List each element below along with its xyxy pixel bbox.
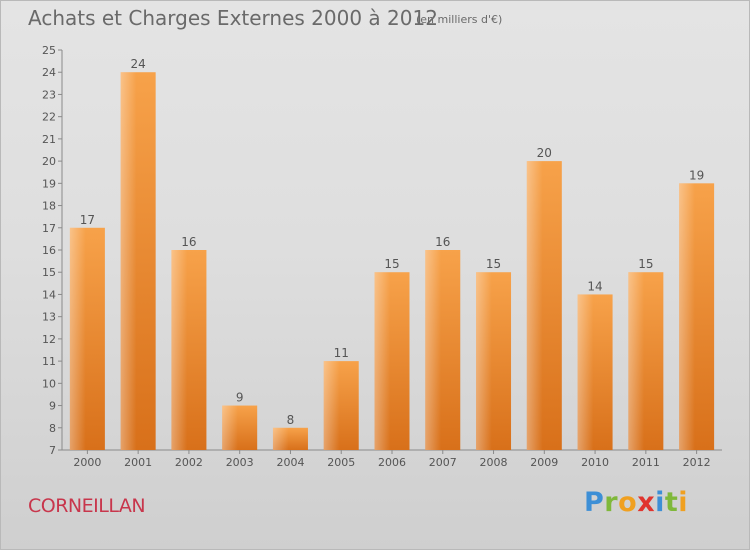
bar-value-label: 15 [486,257,501,271]
y-tick-label: 24 [42,66,56,79]
commune-name: CORNEILLAN [28,495,146,517]
x-tick-label: 2011 [632,456,660,469]
x-tick-label: 2012 [683,456,711,469]
x-tick-label: 2003 [226,456,254,469]
y-tick-label: 15 [42,266,56,279]
bar-highlight [577,294,594,450]
bar-value-label: 11 [334,346,349,360]
bar-value-label: 15 [638,257,653,271]
bar-value-label: 24 [131,57,146,71]
y-tick-label: 9 [49,400,56,413]
x-tick-label: 2006 [378,456,406,469]
chart-title: Achats et Charges Externes 2000 à 2012 [28,6,438,30]
y-tick-label: 11 [42,355,56,368]
bar-highlight [120,72,137,450]
y-tick-label: 8 [49,422,56,435]
bar-highlight [476,272,492,450]
x-tick-label: 2005 [327,456,355,469]
logo-letter: i [655,487,665,518]
y-tick-label: 16 [42,244,56,257]
y-tick-label: 22 [42,111,56,124]
x-tick-label: 2004 [276,456,304,469]
x-tick-label: 2001 [124,456,152,469]
y-tick-label: 21 [42,133,56,146]
bar-value-label: 16 [181,235,196,249]
y-tick-label: 18 [42,200,56,213]
logo-letter: x [637,487,656,518]
y-tick-label: 23 [42,88,56,101]
bar-highlight [272,427,289,450]
bar-value-label: 20 [537,146,552,160]
logo-letter: r [604,487,619,518]
logo-letter: i [678,487,689,518]
bar-highlight [222,405,238,450]
bar-value-label: 14 [587,279,602,293]
logo-letter: t [664,487,679,518]
proxiti-logo[interactable]: Proxiti [584,487,688,518]
y-tick-label: 13 [42,311,56,324]
bar-value-label: 16 [435,235,450,249]
x-tick-label: 2009 [530,456,558,469]
bar-highlight [69,227,86,450]
bar-highlight [679,183,695,451]
bar-highlight [526,161,543,450]
x-tick-label: 2008 [480,456,508,469]
y-tick-label: 10 [42,377,56,390]
y-tick-label: 12 [42,333,56,346]
y-tick-label: 17 [42,222,56,235]
logo-letter: o [618,487,638,518]
x-tick-label: 2000 [73,456,101,469]
chart-subtitle: (en milliers d'€) [416,13,503,26]
bar-value-label: 17 [80,213,95,227]
logo-letter: P [584,487,605,518]
y-tick-label: 7 [49,444,56,457]
y-tick-label: 19 [42,177,56,190]
bar-value-label: 15 [384,257,399,271]
bar-highlight [323,361,340,450]
y-tick-label: 14 [42,288,56,301]
bar-value-label: 19 [689,168,704,182]
bar-highlight [628,272,645,450]
y-tick-label: 25 [42,44,56,57]
bar-highlight [425,250,442,450]
bar-highlight [374,272,391,450]
bars-group: 17 24 16 9 8 11 15 16 15 20 14 15 19 [69,57,715,451]
bar-highlight [171,250,188,450]
y-tick-label: 20 [42,155,56,168]
x-tick-label: 2002 [175,456,203,469]
x-tick-label: 2010 [581,456,609,469]
x-tick-label: 2007 [429,456,457,469]
bar-value-label: 9 [236,391,244,405]
bar-value-label: 8 [287,413,295,427]
